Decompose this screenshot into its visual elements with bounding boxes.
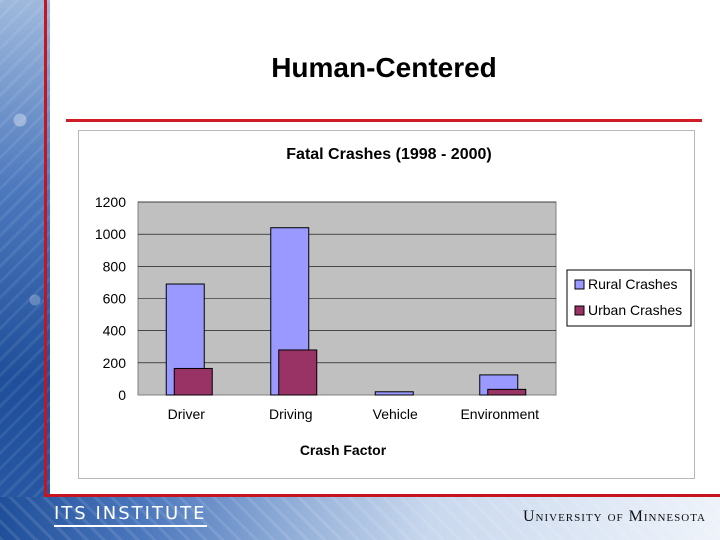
legend-box [566, 269, 692, 327]
x-tick-label: Driver [168, 406, 206, 422]
decorative-red-line-left [44, 0, 47, 497]
x-tick-label: Environment [460, 406, 539, 422]
legend-swatch-rural [574, 279, 585, 290]
chart-container: Fatal Crashes (1998 - 2000) 0 200 400 600 800… [78, 130, 695, 479]
x-axis-label: Crash Factor [300, 442, 387, 458]
y-tick-label: 0 [118, 387, 126, 403]
y-tick-label: 1200 [95, 194, 126, 210]
chart-svg: Fatal Crashes (1998 - 2000) 0 200 400 600 800… [95, 146, 692, 458]
legend-label-rural: Rural Crashes [588, 276, 677, 292]
legend-swatch-urban [574, 305, 585, 316]
decorative-map-strip-bottom [0, 497, 720, 540]
y-tick-label: 600 [103, 291, 127, 307]
y-tick-label: 800 [103, 258, 127, 274]
title-divider [66, 119, 702, 122]
bar-urban-driver [173, 367, 213, 396]
its-institute-logo: ITS INSTITUTE [54, 503, 207, 527]
bar-urban-environment [487, 388, 527, 396]
x-tick-label: Vehicle [373, 406, 418, 422]
bar-urban-driving [278, 349, 318, 396]
x-tick-label: Driving [269, 406, 313, 422]
y-tick-label: 200 [103, 355, 127, 371]
bar-rural-vehicle [374, 391, 414, 396]
chart-title: Fatal Crashes (1998 - 2000) [286, 146, 491, 163]
slide-title: Human-Centered [271, 52, 497, 83]
legend-label-urban: Urban Crashes [588, 302, 682, 318]
decorative-red-line-bottom [44, 494, 720, 497]
y-tick-label: 1000 [95, 226, 126, 242]
university-logo: University of Minnesota [522, 508, 706, 525]
y-tick-label: 400 [103, 323, 127, 339]
decorative-map-strip-left [0, 0, 50, 540]
